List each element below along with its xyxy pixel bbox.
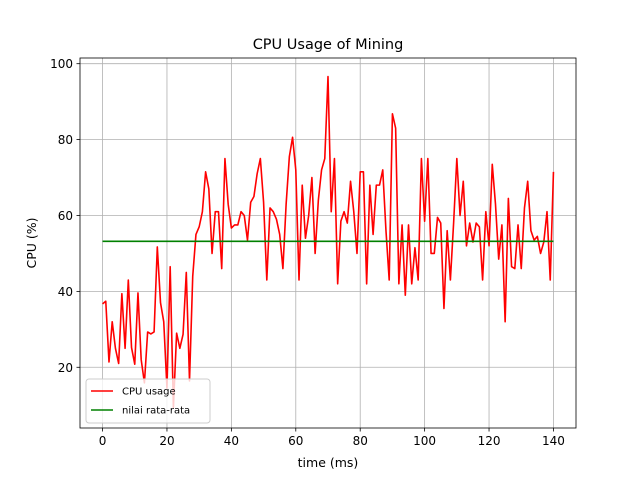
- series-line-cpu-usage: [102, 75, 555, 409]
- y-tick-label-100: 100: [50, 57, 73, 71]
- y-tick-label-80: 80: [58, 133, 73, 147]
- x-tick-label-20: 20: [159, 434, 174, 448]
- x-axis-label: time (ms): [298, 455, 359, 470]
- legend-label-cpu-usage: CPU usage: [122, 387, 176, 398]
- grid-lines: [80, 58, 576, 428]
- x-tick-label-60: 60: [288, 434, 303, 448]
- x-tick-label-80: 80: [353, 434, 368, 448]
- y-tick-label-40: 40: [58, 285, 73, 299]
- chart-title: CPU Usage of Mining: [253, 37, 404, 53]
- legend-box: [85, 378, 211, 424]
- y-tick-label-60: 60: [58, 209, 73, 223]
- x-tick-label-0: 0: [99, 434, 107, 448]
- x-tick-label-120: 120: [478, 434, 501, 448]
- axes: 0 20 40 60 80 100 120 140 20 40 60 80 100: [50, 57, 577, 448]
- y-axis-label: CPU (%): [24, 217, 39, 268]
- plot-frame: [79, 57, 577, 429]
- legend-label-nilai-rata-rata: nilai rata-rata: [122, 406, 190, 417]
- y-tick-label-20: 20: [58, 361, 73, 375]
- plot-area: [102, 75, 555, 409]
- legend: CPU usage nilai rata-rata: [85, 378, 211, 424]
- x-tick-label-100: 100: [413, 434, 436, 448]
- x-tick-label-140: 140: [542, 434, 565, 448]
- x-tick-label-40: 40: [224, 434, 239, 448]
